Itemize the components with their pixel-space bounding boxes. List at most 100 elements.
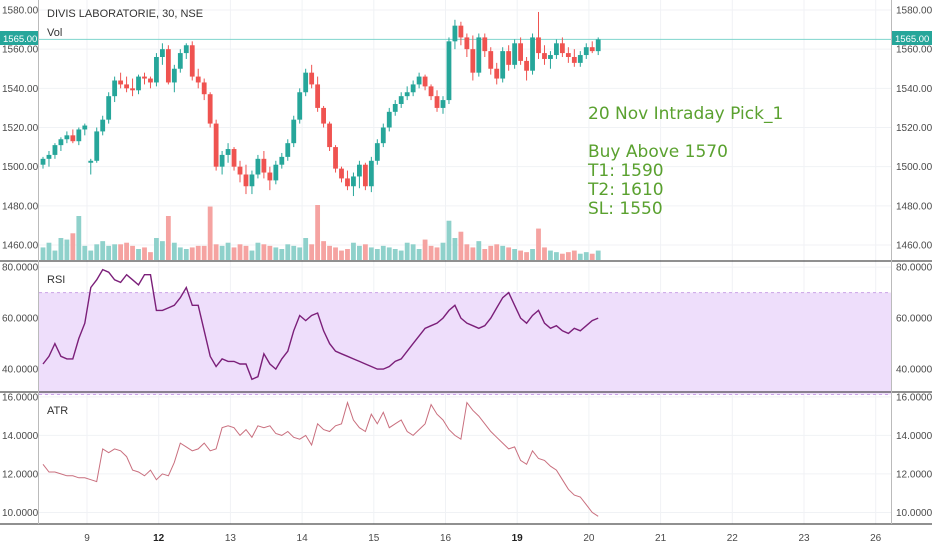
volume-bar <box>297 247 303 260</box>
volume-bar <box>518 250 523 260</box>
candle <box>273 160 279 185</box>
candle <box>416 72 422 89</box>
candle-body <box>189 45 195 77</box>
volume-bar <box>321 241 326 260</box>
candle <box>213 119 219 171</box>
volume-bar <box>595 250 601 260</box>
candle-body <box>339 168 344 179</box>
candle <box>88 158 94 175</box>
candle <box>583 43 589 59</box>
volume-bar <box>554 252 559 260</box>
candle-body <box>261 158 267 173</box>
candle <box>112 76 118 103</box>
volume-bar <box>333 247 338 260</box>
candle <box>183 43 189 59</box>
candle-body <box>207 94 213 124</box>
candle-body <box>524 60 529 71</box>
candle-body <box>285 143 291 157</box>
volume-bar <box>583 252 589 260</box>
candle <box>452 19 458 50</box>
volume-bar <box>183 249 189 260</box>
atr-tick-label: 16.0000 <box>896 392 932 403</box>
volume-bar <box>416 249 422 260</box>
candle-body <box>279 156 285 165</box>
volume-bar <box>231 247 237 260</box>
candle <box>565 47 571 63</box>
candle <box>351 172 356 197</box>
candle-body <box>476 37 482 73</box>
candle <box>440 96 446 114</box>
candle-body <box>76 129 82 142</box>
volume-bar <box>70 233 76 260</box>
candle <box>577 51 583 67</box>
candle-body <box>392 104 398 112</box>
price-tick-label: 1580.00 <box>2 6 39 17</box>
volume-bar <box>357 245 362 260</box>
chart-title: DIVIS LABORATORIE, 30, NSE <box>47 8 203 20</box>
volume-bar <box>565 252 571 260</box>
candle <box>160 43 165 65</box>
volume-bar <box>40 247 46 260</box>
candle <box>428 84 434 101</box>
candle <box>52 143 58 159</box>
candle-body <box>112 80 118 97</box>
candle <box>464 33 470 57</box>
date-tick-label: 23 <box>798 533 810 544</box>
candle-body <box>362 164 368 187</box>
volume-bar <box>488 245 494 260</box>
volume-bar <box>470 247 476 260</box>
candle <box>333 145 338 173</box>
date-tick-label: 14 <box>297 533 309 544</box>
volume-bar <box>542 247 547 260</box>
price-tick-label: 1540.00 <box>2 84 39 95</box>
candle <box>177 49 183 73</box>
note-line: Buy Above 1570 <box>588 142 728 162</box>
date-tick-label: 26 <box>870 533 882 544</box>
candle <box>548 51 553 69</box>
volume-bar <box>309 244 315 260</box>
atr-tick-label: 16.0000 <box>2 392 39 403</box>
candle-body <box>321 107 326 124</box>
candle <box>219 151 225 175</box>
candle <box>374 139 380 165</box>
volume-bar <box>88 250 94 260</box>
price-tick-label: 1540.00 <box>896 84 932 95</box>
candle-body <box>64 135 70 140</box>
volume-bar <box>482 249 488 260</box>
candle-body <box>452 25 458 42</box>
candle <box>261 151 267 179</box>
candle-body <box>154 57 159 83</box>
volume-bar <box>273 247 279 260</box>
volume-bar <box>559 253 565 260</box>
candle-body <box>58 139 64 146</box>
volume-bar <box>464 244 470 260</box>
price-tick-label: 1520.00 <box>2 123 39 134</box>
candle-body <box>183 45 189 54</box>
volume-bar <box>500 245 506 260</box>
volume-bar <box>207 206 213 260</box>
volume-bar <box>112 244 118 260</box>
candle-body <box>327 123 332 148</box>
candle-body <box>530 37 535 71</box>
price-tick-label: 1560.00 <box>2 45 39 56</box>
volume-bar <box>76 216 82 260</box>
candle <box>524 57 529 81</box>
volume-label: Vol <box>47 27 62 39</box>
price-tick-label: 1500.00 <box>2 162 39 173</box>
candle-body <box>148 78 153 83</box>
volume-bar <box>548 250 553 260</box>
candle <box>154 53 159 87</box>
candle <box>595 37 601 56</box>
candle <box>542 45 547 65</box>
date-tick-label: 19 <box>512 533 524 544</box>
candle-body <box>255 158 261 175</box>
candle-body <box>351 176 356 187</box>
rsi-tick-label: 60.0000 <box>2 314 39 325</box>
price-tick-label: 1460.00 <box>896 241 932 252</box>
volume-bar <box>136 249 141 260</box>
price-tag-right: 1565.00 <box>895 34 929 45</box>
volume-bar <box>345 249 350 260</box>
candle-body <box>571 57 577 63</box>
volume-bar <box>201 245 207 260</box>
